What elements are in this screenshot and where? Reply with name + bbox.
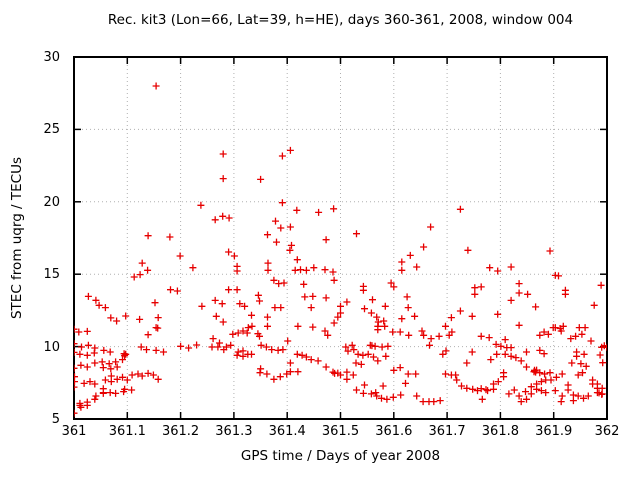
y-tick-label: 30 bbox=[43, 50, 60, 65]
x-tick-label: 361.7 bbox=[428, 424, 466, 439]
y-tick-label: 15 bbox=[43, 267, 60, 283]
chart-title: Rec. kit3 (Lon=66, Lat=39, h=HE), days 3… bbox=[107, 12, 574, 28]
y-tick-label: 5 bbox=[51, 412, 60, 427]
x-tick-label: 361.8 bbox=[481, 424, 519, 439]
x-tick-label: 362 bbox=[594, 424, 620, 439]
x-tick-label: 361.6 bbox=[375, 424, 413, 439]
x-tick-label: 361.4 bbox=[268, 424, 306, 439]
plot-canvas bbox=[74, 57, 607, 419]
x-tick-label: 361 bbox=[61, 424, 87, 439]
x-tick-label: 361.1 bbox=[108, 424, 146, 439]
y-tick-label: 10 bbox=[43, 339, 60, 355]
x-tick-label: 361.2 bbox=[161, 424, 200, 439]
x-axis-label: GPS time / Days of year 2008 bbox=[240, 448, 441, 464]
x-tick-label: 361.9 bbox=[535, 424, 573, 439]
x-tick-label: 361.3 bbox=[215, 424, 253, 439]
x-tick-label: 361.5 bbox=[321, 424, 360, 439]
scatter-points bbox=[74, 82, 607, 417]
y-axis-label: STEC from uqrg / TECUs bbox=[9, 156, 25, 320]
y-tick-label: 20 bbox=[43, 194, 60, 210]
y-tick-label: 25 bbox=[43, 122, 60, 138]
